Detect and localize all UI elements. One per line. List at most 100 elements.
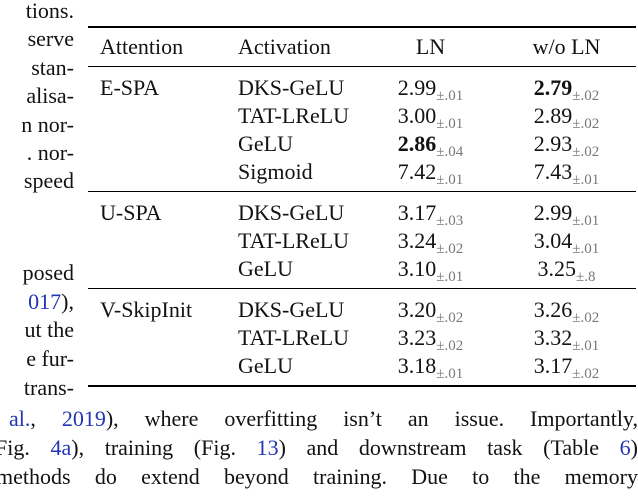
value: 2.93 bbox=[533, 131, 573, 156]
ln-value-cell: 2.86±.04 bbox=[378, 130, 483, 160]
table-row: TAT-LReLU 3.24±.02 3.04±.01 bbox=[88, 227, 636, 257]
header-attention: Attention bbox=[100, 34, 184, 59]
value: 7.43 bbox=[533, 159, 573, 184]
activation-cell: GeLU bbox=[238, 256, 293, 281]
uncertainty: ±.02 bbox=[572, 88, 600, 104]
paragraph-text: ) and downstream task (Table bbox=[278, 435, 620, 461]
ln-value-cell: 7.42±.01 bbox=[378, 158, 483, 188]
value: 3.17 bbox=[397, 200, 437, 225]
activation-cell: GeLU bbox=[238, 131, 293, 156]
uncertainty: ±.03 bbox=[436, 213, 464, 229]
ln-value-cell: 3.20±.02 bbox=[378, 296, 483, 326]
body-paragraph: al., 2019), where overfitting isn’t an i… bbox=[0, 404, 638, 492]
value: 3.10 bbox=[397, 256, 437, 281]
value: 2.79 bbox=[533, 75, 573, 100]
left-fragment-line: e fur- bbox=[26, 346, 74, 372]
uncertainty: ±.01 bbox=[436, 366, 464, 382]
uncertainty: ±.01 bbox=[436, 269, 464, 285]
activation-cell: TAT-LReLU bbox=[238, 228, 350, 253]
ln-value-cell: 3.00±.01 bbox=[378, 102, 483, 132]
uncertainty: ±.8 bbox=[576, 269, 596, 285]
wo-ln-value-cell: 3.26±.02 bbox=[483, 296, 636, 326]
uncertainty: ±.02 bbox=[572, 144, 600, 160]
uncertainty: ±.01 bbox=[572, 241, 600, 257]
attention-cell bbox=[88, 352, 238, 380]
left-fragment-line: n nor- bbox=[21, 111, 74, 137]
ln-value-cell: 3.18±.01 bbox=[378, 352, 483, 382]
ln-value-cell: 2.99±.01 bbox=[378, 74, 483, 104]
table-header-row: Attention Activation LN w/o LN bbox=[88, 28, 636, 67]
table-group-uspa: U-SPA DKS-GeLU 3.17±.03 2.99±.01 TAT-LRe… bbox=[88, 192, 636, 289]
table-row: E-SPA DKS-GeLU 2.99±.01 2.79±.02 bbox=[88, 74, 636, 104]
left-fragment-line: serve bbox=[27, 26, 74, 52]
uncertainty: ±.02 bbox=[436, 310, 464, 326]
left-fragment-line: . nor- bbox=[26, 140, 74, 166]
uncertainty: ±.02 bbox=[572, 310, 600, 326]
paragraph-line: methods do extend beyond training. Due t… bbox=[0, 464, 638, 490]
value: 3.26 bbox=[533, 297, 573, 322]
value: 3.20 bbox=[397, 297, 437, 322]
figure-ref-link[interactable]: 13 bbox=[256, 435, 279, 461]
attention-cell bbox=[88, 130, 238, 158]
wo-ln-value-cell: 2.93±.02 bbox=[483, 130, 636, 160]
value: 3.25 bbox=[537, 256, 577, 281]
wo-ln-value-cell: 3.32±.01 bbox=[483, 324, 636, 354]
paragraph-line: Fig. 4a), training (Fig. 13) and downstr… bbox=[0, 433, 638, 462]
left-fragment-line: trans- bbox=[23, 374, 74, 400]
attention-cell bbox=[88, 227, 238, 255]
uncertainty: ±.01 bbox=[436, 88, 464, 104]
value: 3.17 bbox=[533, 353, 573, 378]
value: 3.24 bbox=[397, 228, 437, 253]
activation-cell: TAT-LReLU bbox=[238, 325, 350, 350]
table-row: GeLU 3.10±.01 3.25±.8 bbox=[88, 255, 636, 285]
header-activation: Activation bbox=[238, 34, 331, 59]
ln-value-cell: 3.10±.01 bbox=[378, 255, 483, 285]
left-fragment-line: posed bbox=[22, 260, 74, 285]
value: 7.42 bbox=[397, 159, 437, 184]
value: 3.32 bbox=[533, 325, 573, 350]
left-margin-column-top: tions. serve stan- alisa- n nor- . nor- … bbox=[0, 0, 74, 196]
citation-trailing-text: ), bbox=[61, 288, 74, 314]
uncertainty: ±.02 bbox=[436, 241, 464, 257]
citation-link-year[interactable]: 2019 bbox=[61, 406, 106, 431]
citation-link-year[interactable]: 017 bbox=[28, 288, 62, 314]
ln-value-cell: 3.17±.03 bbox=[378, 199, 483, 229]
citation-link-author[interactable]: al. bbox=[9, 406, 31, 431]
uncertainty: ±.02 bbox=[572, 116, 600, 132]
paragraph-text: Fig. bbox=[0, 435, 51, 461]
paragraph-text: ), training (Fig. bbox=[71, 435, 257, 461]
attention-cell: U-SPA bbox=[100, 200, 162, 225]
uncertainty: ±.01 bbox=[572, 172, 600, 188]
value: 3.00 bbox=[397, 103, 437, 128]
wo-ln-value-cell: 3.25±.8 bbox=[483, 255, 636, 285]
activation-cell: GeLU bbox=[238, 353, 293, 378]
value: 2.89 bbox=[533, 103, 573, 128]
attention-cell bbox=[88, 102, 238, 130]
table-row: V-SkipInit DKS-GeLU 3.20±.02 3.26±.02 bbox=[88, 296, 636, 326]
activation-cell: TAT-LReLU bbox=[238, 103, 350, 128]
uncertainty: ±.01 bbox=[572, 213, 600, 229]
wo-ln-value-cell: 3.04±.01 bbox=[483, 227, 636, 257]
uncertainty: ±.04 bbox=[436, 144, 464, 160]
left-fragment-line: speed bbox=[23, 168, 74, 194]
attention-cell bbox=[88, 324, 238, 352]
value: 3.18 bbox=[397, 353, 437, 378]
value: 2.99 bbox=[397, 75, 437, 100]
attention-cell bbox=[88, 255, 238, 283]
ln-value-cell: 3.23±.02 bbox=[378, 324, 483, 354]
uncertainty: ±.01 bbox=[436, 172, 464, 188]
left-fragment-line: stan- bbox=[31, 54, 74, 80]
header-ln: LN bbox=[415, 34, 446, 59]
value: 2.99 bbox=[533, 200, 573, 225]
table-row: TAT-LReLU 3.00±.01 2.89±.02 bbox=[88, 102, 636, 132]
attention-cell: E-SPA bbox=[100, 75, 160, 100]
results-table: Attention Activation LN w/o LN E-SPA DKS… bbox=[88, 26, 636, 387]
activation-cell: Sigmoid bbox=[238, 159, 313, 184]
activation-cell: DKS-GeLU bbox=[238, 297, 345, 322]
table-ref-link[interactable]: 6 bbox=[619, 435, 631, 461]
left-fragment-line: tions. bbox=[25, 0, 74, 23]
activation-cell: DKS-GeLU bbox=[238, 200, 345, 225]
uncertainty: ±.01 bbox=[436, 116, 464, 132]
figure-ref-link[interactable]: 4a bbox=[50, 435, 72, 461]
paragraph-line: al., 2019), where overfitting isn’t an i… bbox=[9, 404, 638, 433]
